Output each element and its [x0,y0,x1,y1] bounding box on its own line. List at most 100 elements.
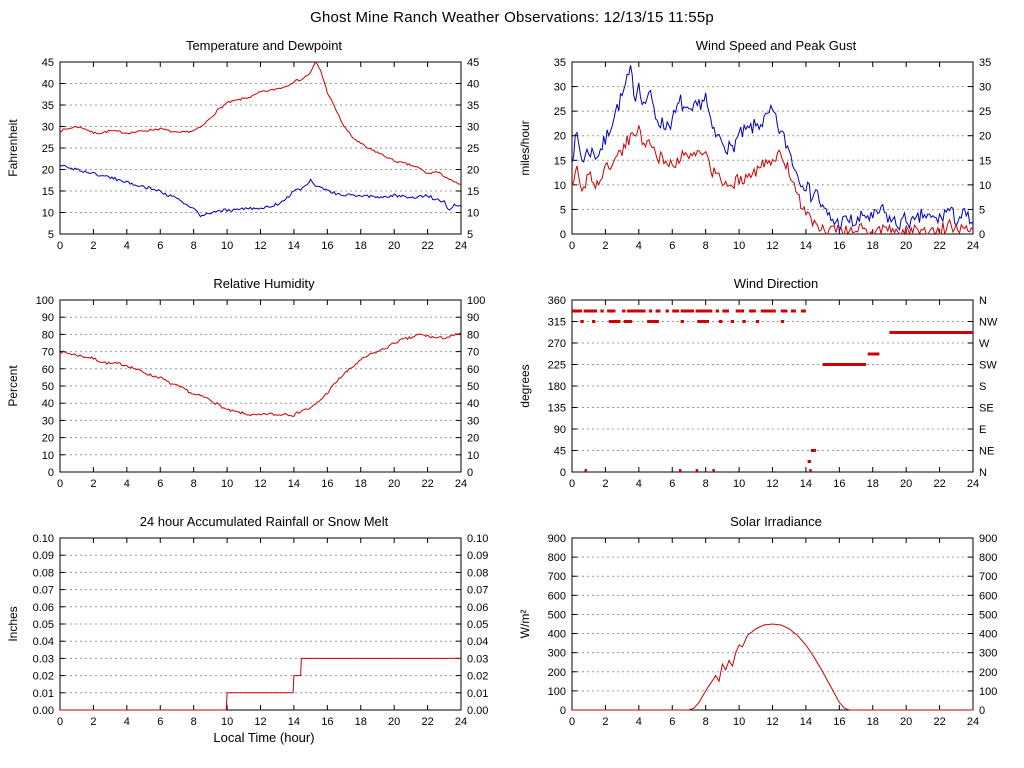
svg-text:40: 40 [41,398,53,410]
svg-text:200: 200 [547,667,565,679]
svg-text:0: 0 [56,240,62,252]
svg-text:Fahrenheit: Fahrenheit [6,119,20,177]
svg-text:2: 2 [602,240,608,252]
svg-text:80: 80 [41,329,53,341]
svg-text:500: 500 [547,609,565,621]
page-title: Ghost Mine Ranch Weather Observations: 1… [310,9,714,26]
svg-text:18: 18 [354,478,366,490]
svg-text:0.05: 0.05 [467,619,488,631]
svg-text:10: 10 [732,716,744,728]
svg-text:0.02: 0.02 [32,671,53,683]
svg-text:45: 45 [41,57,53,69]
svg-text:900: 900 [547,533,565,545]
svg-text:10: 10 [979,180,991,192]
svg-text:30: 30 [41,415,53,427]
svg-text:24: 24 [454,716,466,728]
svg-text:6: 6 [157,240,163,252]
svg-text:8: 8 [190,240,196,252]
svg-text:14: 14 [287,240,299,252]
svg-text:0.10: 0.10 [32,533,53,545]
svg-text:0: 0 [56,716,62,728]
svg-text:0: 0 [979,229,985,241]
svg-text:20: 20 [467,165,479,177]
svg-text:0.04: 0.04 [32,636,53,648]
svg-text:8: 8 [702,478,708,490]
svg-text:12: 12 [254,240,266,252]
svg-text:2: 2 [602,716,608,728]
panel-wind-direction: Wind Direction 0 N 45 NE 90 E 135 SE 180 S 225 SW 27… [512,272,1024,510]
svg-text:NW: NW [979,317,998,329]
svg-text:180: 180 [547,381,565,393]
svg-text:0.08: 0.08 [32,567,53,579]
chart-title-rainfall: 24 hour Accumulated Rainfall or Snow Mel… [139,514,389,529]
svg-text:300: 300 [547,648,565,660]
svg-text:315: 315 [547,317,565,329]
svg-text:70: 70 [467,347,479,359]
svg-text:800: 800 [547,552,565,564]
svg-text:0.04: 0.04 [467,636,488,648]
svg-text:W/m²: W/m² [518,610,532,639]
svg-text:0.03: 0.03 [467,653,488,665]
svg-text:20: 20 [900,716,912,728]
panel-relative-humidity: Relative Humidity 0 0 10 10 20 20 30 30 40 40 50 50… [0,272,512,510]
svg-text:E: E [979,424,986,436]
panel-solar-irradiance: Solar Irradiance 0 0 100 100 200 200 300 300 400… [512,510,1024,748]
svg-text:360: 360 [547,295,565,307]
chart-title-solar-irradiance: Solar Irradiance [730,514,822,529]
svg-text:25: 25 [41,143,53,155]
svg-text:225: 225 [547,360,565,372]
svg-text:30: 30 [467,122,479,134]
svg-text:300: 300 [979,648,997,660]
svg-text:W: W [979,338,990,350]
svg-text:Percent: Percent [6,365,20,407]
svg-text:22: 22 [933,478,945,490]
svg-text:90: 90 [41,312,53,324]
svg-text:90: 90 [553,424,565,436]
svg-text:24: 24 [966,240,978,252]
svg-text:18: 18 [866,478,878,490]
svg-text:5: 5 [559,204,565,216]
svg-text:400: 400 [547,629,565,641]
svg-text:25: 25 [979,106,991,118]
svg-text:12: 12 [766,716,778,728]
svg-text:4: 4 [635,240,641,252]
svg-text:6: 6 [669,240,675,252]
svg-text:4: 4 [635,478,641,490]
svg-text:0: 0 [559,467,565,479]
svg-text:0: 0 [568,716,574,728]
rainfall-chart: 0.00 0.00 0.01 0.01 0.02 0.02 0.03 0.03 0.04 0.04… [6,533,488,728]
svg-text:SW: SW [979,360,997,372]
svg-text:0.01: 0.01 [32,688,53,700]
svg-text:0: 0 [56,478,62,490]
svg-text:20: 20 [900,478,912,490]
svg-text:10: 10 [467,450,479,462]
svg-text:0.07: 0.07 [32,585,53,597]
svg-text:10: 10 [553,180,565,192]
svg-text:6: 6 [157,478,163,490]
svg-text:2: 2 [602,478,608,490]
svg-text:5: 5 [47,229,53,241]
svg-text:0.10: 0.10 [467,533,488,545]
svg-text:S: S [979,381,986,393]
svg-text:20: 20 [41,165,53,177]
svg-text:35: 35 [553,57,565,69]
svg-text:35: 35 [41,100,53,112]
svg-text:15: 15 [467,186,479,198]
svg-text:20: 20 [41,433,53,445]
svg-text:0.06: 0.06 [32,602,53,614]
svg-text:30: 30 [41,122,53,134]
svg-text:60: 60 [467,364,479,376]
panel-rainfall: 24 hour Accumulated Rainfall or Snow Mel… [0,510,512,748]
svg-text:16: 16 [321,478,333,490]
svg-text:4: 4 [635,716,641,728]
svg-text:600: 600 [979,590,997,602]
svg-text:90: 90 [467,312,479,324]
svg-text:40: 40 [41,79,53,91]
svg-text:14: 14 [287,478,299,490]
svg-text:8: 8 [702,240,708,252]
svg-text:4: 4 [123,478,129,490]
svg-text:20: 20 [467,433,479,445]
svg-text:8: 8 [190,716,196,728]
